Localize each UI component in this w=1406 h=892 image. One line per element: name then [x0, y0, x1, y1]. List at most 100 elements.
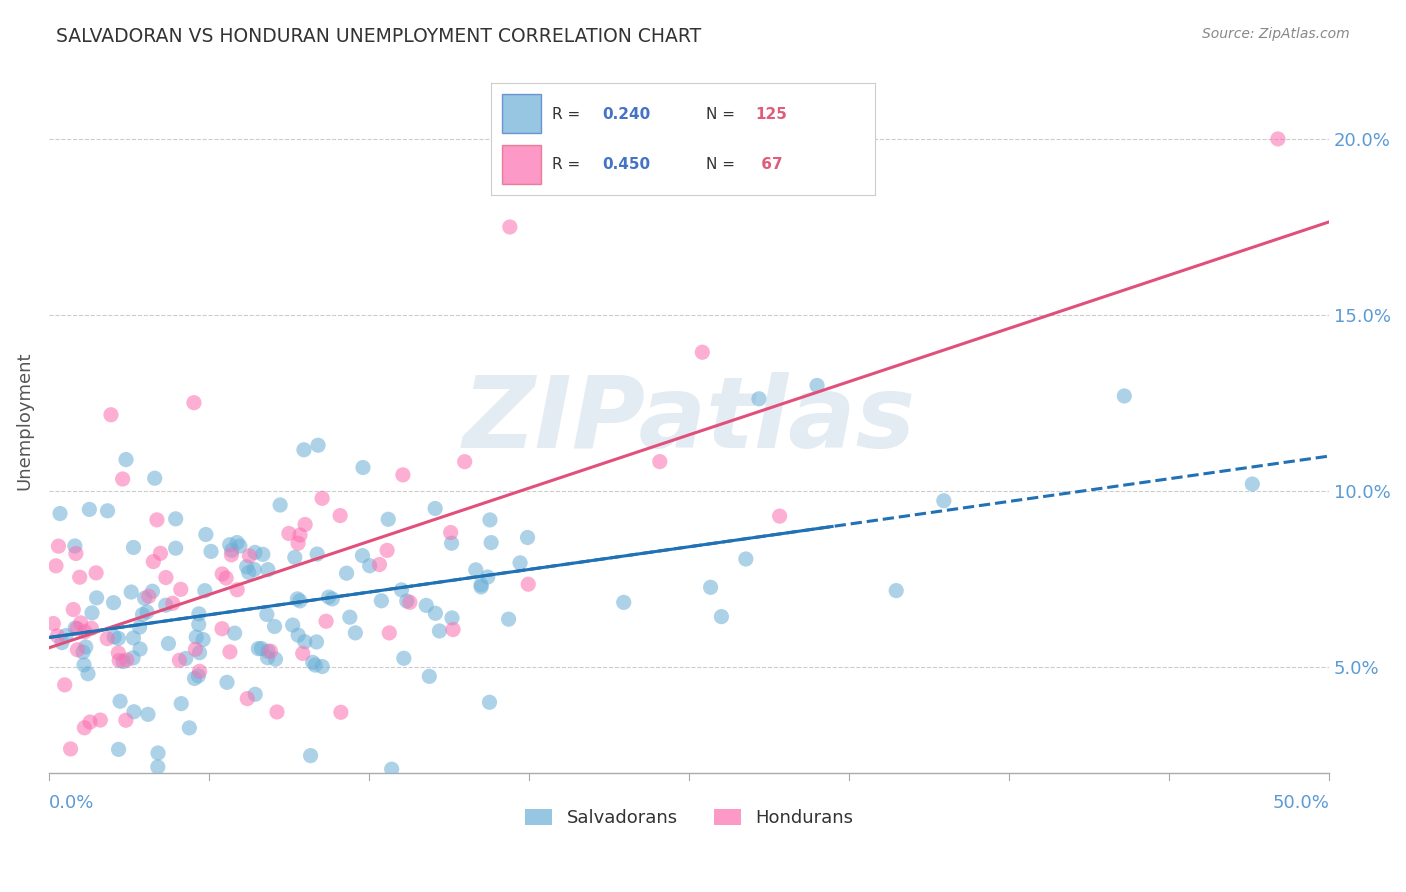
Point [73, 721, 96, 735]
Point [440, 525, 463, 540]
Point [72, 645, 94, 659]
Point [169, 653, 191, 667]
Point [235, 559, 257, 574]
Point [211, 622, 233, 636]
Text: 0.0%: 0.0% [49, 794, 94, 812]
Point [307, 547, 329, 561]
Point [395, 594, 418, 608]
Point [256, 650, 278, 665]
Point [224, 626, 246, 640]
Point [288, 594, 311, 608]
Point [69, 615, 91, 630]
Legend: Salvadorans, Hondurans: Salvadorans, Hondurans [517, 801, 860, 834]
Point [299, 748, 322, 763]
Point [441, 623, 464, 637]
Point [115, 713, 138, 727]
Point [165, 512, 187, 526]
Point [155, 570, 177, 584]
Point [344, 625, 367, 640]
Point [73, 624, 96, 639]
Point [748, 392, 770, 406]
Point [516, 531, 538, 545]
Point [307, 438, 329, 452]
Point [155, 598, 177, 612]
Point [352, 549, 374, 563]
Point [498, 612, 520, 626]
Point [215, 675, 238, 690]
Point [146, 513, 169, 527]
Point [339, 610, 361, 624]
Point [55, 629, 77, 643]
Point [49, 507, 72, 521]
Point [932, 493, 955, 508]
Point [734, 552, 756, 566]
Point [170, 582, 193, 597]
Point [311, 491, 333, 506]
Point [294, 517, 316, 532]
Point [80, 606, 103, 620]
Point [257, 563, 280, 577]
Point [692, 345, 714, 359]
Point [336, 566, 359, 581]
Point [243, 545, 266, 559]
Point [53, 678, 76, 692]
Point [252, 547, 274, 561]
Point [215, 571, 238, 585]
Point [218, 538, 240, 552]
Point [146, 746, 169, 760]
Point [429, 624, 451, 638]
Point [370, 594, 392, 608]
Point [48, 539, 70, 553]
Point [143, 471, 166, 485]
Point [103, 630, 125, 644]
Point [65, 621, 87, 635]
Point [392, 651, 415, 665]
Point [183, 395, 205, 409]
Point [391, 582, 413, 597]
Point [170, 697, 193, 711]
Point [440, 611, 463, 625]
Point [149, 546, 172, 560]
Point [425, 607, 447, 621]
Point [699, 580, 721, 594]
Point [59, 742, 82, 756]
Point [183, 672, 205, 686]
Point [79, 502, 101, 516]
Point [107, 646, 129, 660]
Point [79, 714, 101, 729]
Point [648, 454, 671, 468]
Point [277, 526, 299, 541]
Point [321, 591, 343, 606]
Point [294, 634, 316, 648]
Point [256, 607, 278, 622]
Point [377, 512, 399, 526]
Point [179, 721, 201, 735]
Point [1267, 132, 1289, 146]
Point [352, 460, 374, 475]
Point [42, 616, 65, 631]
Point [263, 619, 285, 633]
Point [111, 472, 134, 486]
Point [103, 596, 125, 610]
Point [806, 378, 828, 392]
Point [375, 543, 398, 558]
Point [368, 558, 391, 572]
Point [226, 582, 249, 597]
Point [453, 455, 475, 469]
Point [108, 694, 131, 708]
Point [62, 602, 84, 616]
Point [100, 408, 122, 422]
Point [122, 651, 145, 665]
Point [257, 644, 280, 658]
Point [77, 666, 100, 681]
Point [129, 642, 152, 657]
Point [329, 508, 352, 523]
Point [305, 635, 328, 649]
Point [415, 599, 437, 613]
Point [141, 584, 163, 599]
Point [165, 541, 187, 556]
Point [89, 713, 111, 727]
Point [122, 541, 145, 555]
Point [884, 583, 907, 598]
Point [66, 622, 89, 636]
